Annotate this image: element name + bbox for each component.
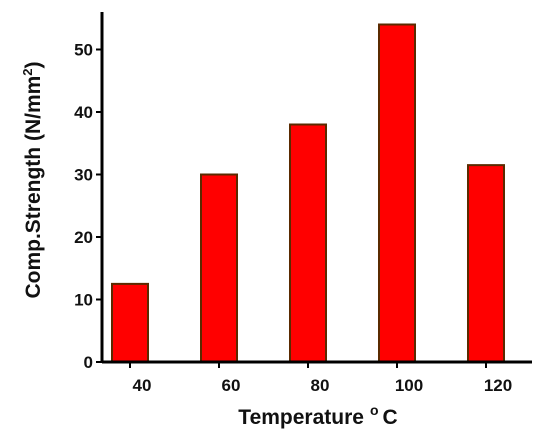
x-axis-title-unit: C	[383, 406, 398, 429]
y-axis-title-main: Comp.Strength (N/mm	[22, 76, 45, 299]
y-axis-ticks: 0 10 20 30 40 50	[74, 41, 102, 372]
bar-60	[200, 173, 238, 363]
y-tick-label-0: 0	[84, 353, 93, 372]
y-tick-label-10: 10	[74, 291, 93, 310]
x-axis-title-degree: o	[370, 402, 379, 418]
y-axis-title-close: )	[22, 61, 45, 68]
y-tick-label-20: 20	[74, 228, 93, 247]
x-tick-label-120: 120	[484, 376, 512, 395]
bar-120	[467, 164, 505, 363]
y-tick-label-40: 40	[74, 103, 93, 122]
x-axis-title-main: Temperature	[238, 406, 364, 429]
bar-100	[378, 23, 416, 363]
x-tick-label-100: 100	[395, 376, 423, 395]
x-tick-label-80: 80	[311, 376, 330, 395]
bar-80	[289, 123, 327, 363]
x-tick-label-40: 40	[133, 376, 152, 395]
y-axis-title: Comp.Strength (N/mm2)	[20, 61, 45, 298]
y-axis-title-superscript: 2	[20, 68, 35, 75]
bars-group	[111, 23, 505, 363]
y-tick-label-50: 50	[74, 41, 93, 60]
x-axis-title: Temperature o C	[238, 402, 397, 429]
x-axis-ticks: 40 60 80 100 120	[129, 362, 512, 395]
x-tick-label-60: 60	[222, 376, 241, 395]
y-tick-label-30: 30	[74, 166, 93, 185]
bar-40	[111, 282, 149, 363]
